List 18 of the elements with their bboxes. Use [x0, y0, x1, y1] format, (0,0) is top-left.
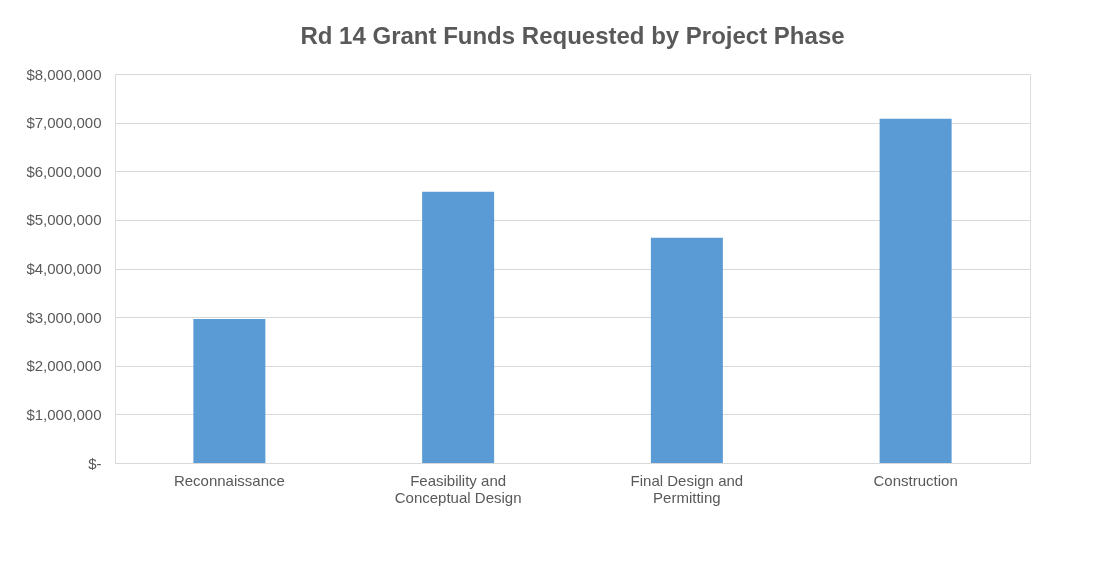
chart-title: Rd 14 Grant Funds Requested by Project Phase	[300, 22, 845, 49]
bar	[650, 237, 723, 463]
y-tick-label: $1,000,000	[26, 405, 102, 423]
x-tick-label: Reconnaissance	[173, 471, 285, 489]
y-tick-label: $4,000,000	[26, 260, 102, 277]
bar	[422, 191, 495, 463]
y-tick-label: $3,000,000	[26, 308, 102, 326]
y-tick-label: $7,000,000	[26, 114, 102, 132]
y-tick-label: $2,000,000	[26, 357, 102, 375]
bar	[193, 319, 266, 463]
y-tick-label: $-	[88, 454, 102, 472]
bar	[879, 118, 952, 463]
x-tick-label: Feasibility and Conceptual Design	[394, 471, 522, 506]
x-tick-label: Construction	[873, 471, 958, 489]
y-tick-label: $8,000,000	[26, 65, 102, 83]
x-tick-label: Final Design and Permitting	[630, 471, 744, 506]
y-tick-label: $6,000,000	[26, 162, 102, 180]
y-tick-label: $5,000,000	[26, 211, 102, 229]
